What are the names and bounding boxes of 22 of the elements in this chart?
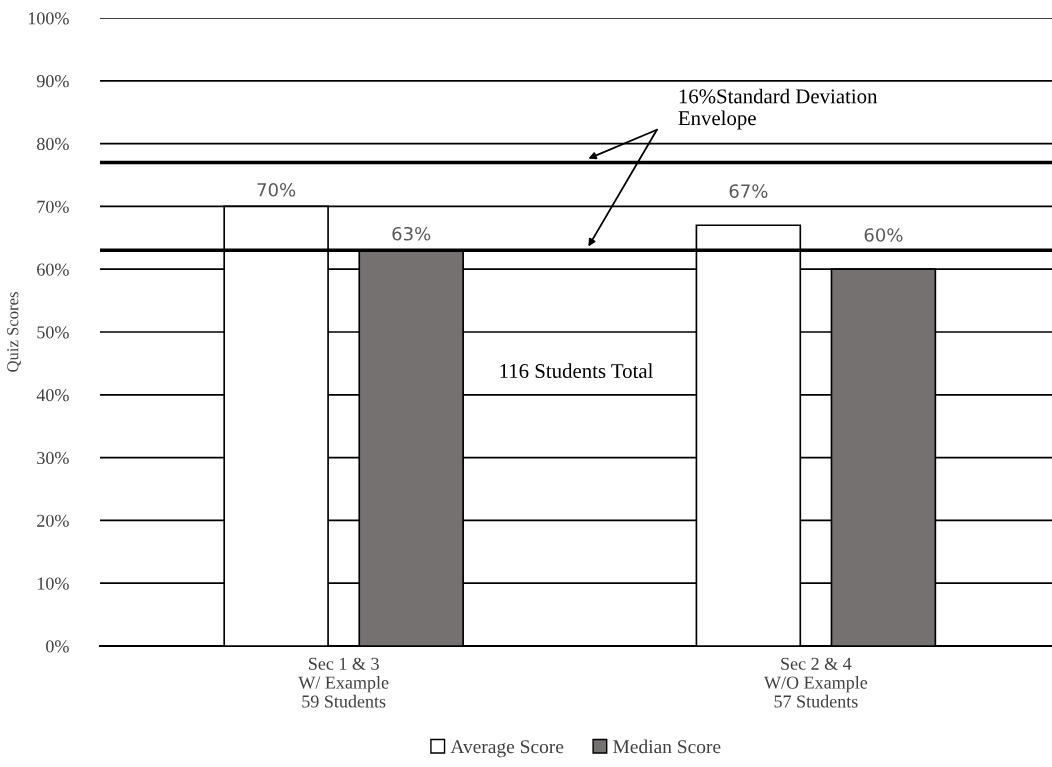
y-tick-label: 20%: [37, 514, 69, 527]
y-tick-label: 80%: [37, 137, 69, 151]
data-label: 60%: [864, 228, 903, 242]
annotation: 116 Students Total: [500, 363, 653, 379]
y-tick-label: 0%: [46, 640, 69, 653]
y-tick-label: 60%: [37, 263, 69, 276]
y-tick-label: 70%: [37, 200, 69, 213]
x-tick-label: Sec 1 & 3 W/ Example 59 Students: [298, 657, 389, 708]
y-tick-label: 10%: [37, 577, 69, 590]
data-label: 63%: [392, 226, 431, 241]
y-tick-label: 50%: [37, 326, 69, 339]
data-label: 70%: [257, 182, 296, 197]
x-tick-label: Sec 2 & 4 W/O Example 57 Students: [764, 657, 868, 708]
legend-label: Median Score: [613, 739, 721, 754]
ref-line-label: 16%Standard Deviation Envelope: [678, 88, 878, 130]
y-axis-title: Quiz Scores: [7, 292, 21, 372]
y-tick-label: 90%: [36, 75, 69, 88]
y-tick-label: 100%: [28, 12, 69, 25]
y-tick-label: 40%: [36, 389, 69, 402]
legend-label: Average Score: [450, 740, 564, 758]
y-tick-label: 30%: [37, 451, 69, 465]
data-label: 67%: [729, 184, 768, 198]
